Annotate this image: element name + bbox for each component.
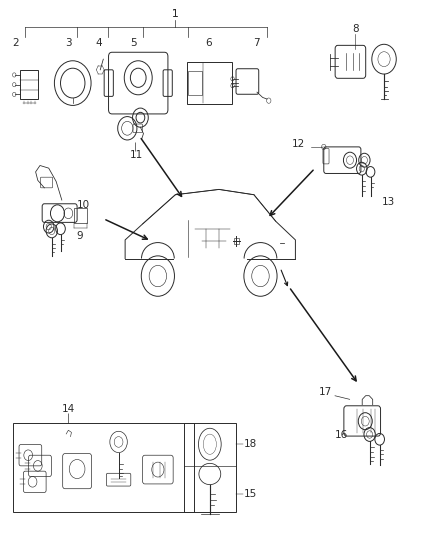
Text: 17: 17 [318, 387, 332, 398]
Bar [74, 208, 87, 223]
Bar [20, 70, 38, 99]
Text: 13: 13 [381, 197, 395, 207]
Text: 10: 10 [77, 200, 90, 211]
Text: 5: 5 [131, 38, 137, 48]
Text: 14: 14 [62, 404, 75, 414]
Text: 16: 16 [335, 430, 348, 440]
Text: 15: 15 [244, 489, 257, 499]
Text: 11: 11 [130, 150, 144, 160]
Text: 1: 1 [172, 9, 179, 19]
Text: 3: 3 [65, 38, 72, 48]
Text: 6: 6 [205, 38, 212, 48]
Text: 18: 18 [244, 439, 257, 449]
Bar [184, 423, 236, 512]
Bar [13, 423, 194, 512]
Bar [234, 238, 239, 244]
Text: 8: 8 [352, 24, 359, 34]
Bar [188, 71, 201, 95]
Text: 7: 7 [253, 38, 259, 48]
Text: 12: 12 [292, 139, 305, 149]
Text: 4: 4 [95, 38, 102, 48]
Text: 1: 1 [172, 9, 179, 19]
Text: 2: 2 [13, 38, 19, 48]
Text: 9: 9 [77, 231, 84, 241]
